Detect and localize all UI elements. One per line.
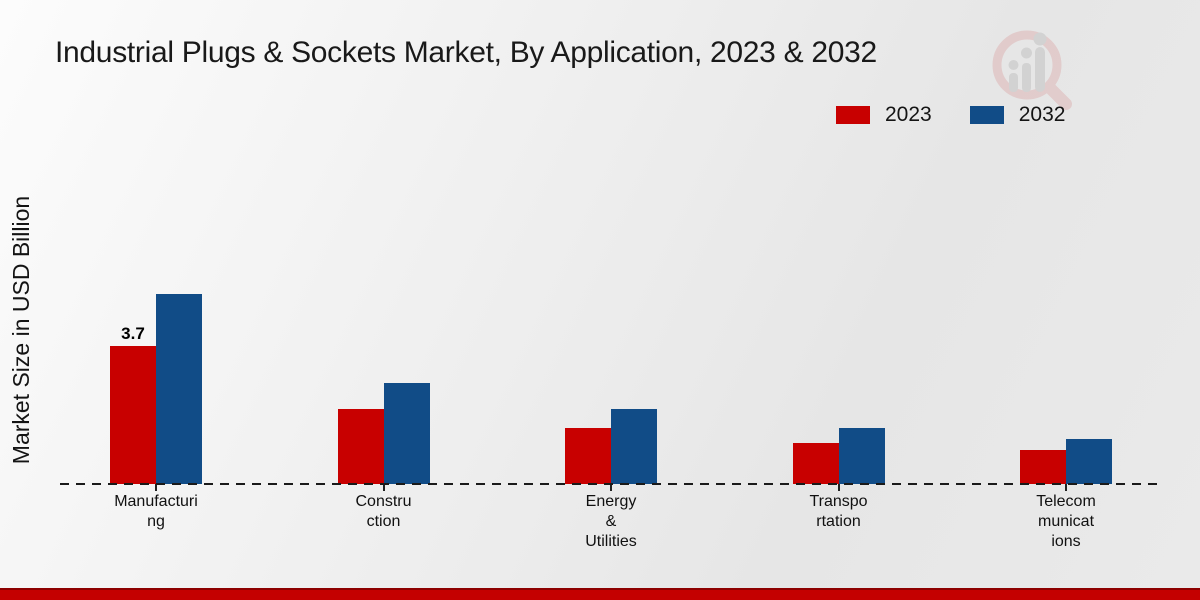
category-label-line: Constru (355, 493, 412, 510)
x-axis-category-label-construction: Constru ction (309, 492, 459, 532)
magnifier-trend-chart-logo-icon (992, 30, 1072, 110)
x-axis-category-label-manufacturing: Manufacturi ng (81, 492, 231, 532)
bar-2032-transportation (838, 428, 885, 484)
x-axis-tick (610, 484, 612, 491)
x-axis-tick (1065, 484, 1067, 491)
footer-accent-bar (0, 588, 1200, 600)
bar-2023-construction (337, 409, 384, 484)
bar-2023-manufacturing (110, 346, 156, 484)
x-axis-tick (837, 484, 840, 491)
x-axis-category-label-transportation: Transpo rtation (764, 492, 914, 532)
category-label-line: & (605, 513, 617, 530)
bar-2032-manufacturing (156, 294, 202, 484)
bar-2023-energy-utilities (565, 428, 611, 484)
zero-axis-dashed-line (60, 483, 1158, 485)
category-label-line: ction (366, 513, 401, 530)
legend-swatch-2032 (969, 106, 1004, 124)
category-label-line: Transpo (809, 493, 868, 510)
x-axis-category-label-energy-utilities: Energy & Utilities (536, 492, 686, 552)
legend-label-2032: 2032 (1018, 103, 1066, 126)
category-label-line: rtation (816, 513, 861, 530)
legend-label-2023: 2023 (885, 103, 932, 126)
category-label-line: Utilities (585, 533, 637, 550)
bar-2032-energy-utilities (611, 409, 657, 484)
x-axis-category-label-telecommunications: Telecom municat ions (991, 492, 1141, 552)
bar-2023-telecommunications (1020, 450, 1066, 484)
x-axis-tick (155, 484, 157, 491)
chart-title: Industrial Plugs & Sockets Market, By Ap… (55, 36, 877, 69)
category-label-line: Telecom (1036, 493, 1096, 510)
bar-2023-transportation (792, 443, 839, 484)
bar-2032-construction (383, 383, 430, 484)
legend: 2023 2032 (836, 103, 1065, 127)
bar-2032-telecommunications (1066, 439, 1112, 484)
category-label-line: Manufacturi (114, 493, 198, 510)
legend-swatch-2023 (836, 106, 870, 124)
category-label-line: Energy (585, 493, 637, 510)
category-label-line: ng (147, 513, 165, 530)
x-axis-tick (382, 484, 385, 491)
category-label-line: ions (1051, 533, 1081, 550)
category-label-line: municat (1037, 513, 1095, 530)
bar-value-label: 3.7 (121, 324, 145, 343)
